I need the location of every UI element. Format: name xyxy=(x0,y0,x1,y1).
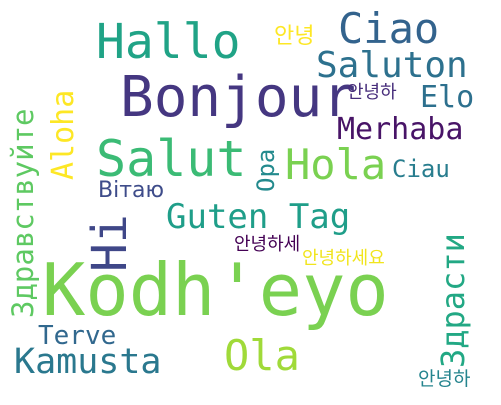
word-guten-tag: Guten Tag xyxy=(166,197,351,237)
word-salut: Salut xyxy=(96,130,247,188)
word-saluton: Saluton xyxy=(316,45,468,86)
word-vitayu: Вітаю xyxy=(98,178,165,203)
word-zdravstvuyte: Здравствуйте xyxy=(6,108,40,318)
word-kamusta: Kamusta xyxy=(14,342,162,382)
word-annyeongha: 안녕하 xyxy=(347,82,397,103)
word-annyeongha-small: 안녕하 xyxy=(418,368,471,390)
word-hi: Hi xyxy=(82,214,138,272)
word-hallo: Hallo xyxy=(96,14,241,70)
word-opa: Opa xyxy=(252,148,280,192)
word-annyeonghaseyo: 안녕하세요 xyxy=(302,248,385,269)
word-bonjour: Bonjour xyxy=(120,65,357,130)
word-ola: Ola xyxy=(224,331,300,380)
word-merhaba: Merhaba xyxy=(337,112,464,147)
word-kodheyo: Kodh'eyo xyxy=(42,248,389,332)
word-aloha: Aloha xyxy=(46,89,81,180)
word-annyeonghase: 안녕하세 xyxy=(234,234,301,255)
word-annyeong: 안녕 xyxy=(274,24,315,49)
word-zdrasti: Здрасти xyxy=(434,233,472,368)
word-terve: Terve xyxy=(38,321,117,351)
word-ciau: Ciau xyxy=(392,155,450,183)
word-elo: Elo xyxy=(420,80,475,115)
word-ciao: Ciao xyxy=(338,4,440,53)
word-hola: Hola xyxy=(285,140,387,189)
